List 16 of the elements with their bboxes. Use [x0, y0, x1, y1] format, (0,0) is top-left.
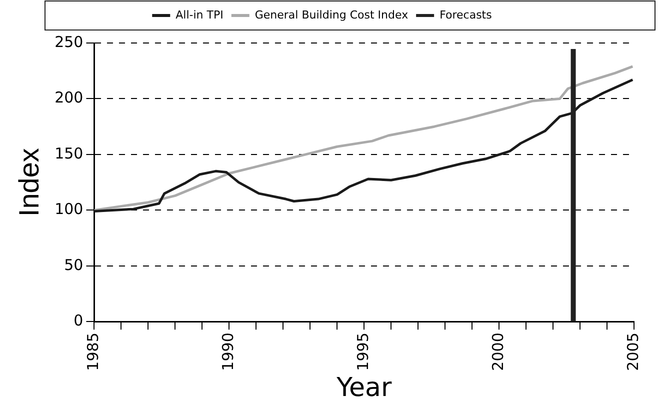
- x-tick-label: 1990: [219, 332, 238, 371]
- y-tick-label: 200: [54, 88, 84, 107]
- legend-label: Forecasts: [440, 8, 492, 22]
- x-tick-label: 1985: [84, 332, 102, 371]
- x-tick-label: 2000: [488, 332, 507, 371]
- y-tick-label: 0: [74, 312, 84, 330]
- y-axis-title: Index: [14, 148, 45, 217]
- y-tick-label: 250: [54, 32, 84, 51]
- y-tick-label: 100: [54, 200, 84, 218]
- x-tick-label: 1995: [354, 332, 372, 371]
- legend-label: General Building Cost Index: [254, 8, 409, 22]
- legend-label: All-in TPI: [176, 8, 224, 22]
- y-tick-label: 50: [64, 256, 84, 274]
- x-tick-label: 2005: [624, 332, 642, 371]
- x-axis-title: Year: [336, 373, 392, 404]
- y-tick-label: 150: [54, 144, 84, 162]
